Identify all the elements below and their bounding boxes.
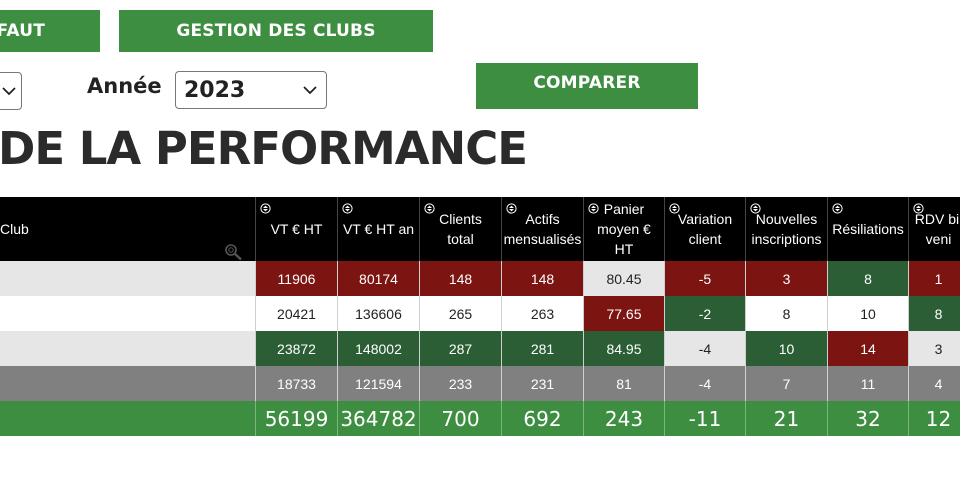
- table-cell: 121594: [338, 366, 420, 401]
- column-header[interactable]: VT € HT: [256, 197, 338, 261]
- page-title: DE LA PERFORMANCE: [0, 122, 528, 175]
- column-header[interactable]: Nouvelles inscriptions: [746, 197, 828, 261]
- table-cell: 136606: [338, 296, 420, 331]
- sort-arrows-icon[interactable]: [750, 201, 761, 214]
- sort-arrows-icon[interactable]: [260, 201, 271, 214]
- table-cell: -4: [665, 366, 746, 401]
- table-cell: 77.65: [584, 296, 665, 331]
- column-header-label: RDV bil veni: [914, 211, 960, 247]
- sort-arrows-icon[interactable]: [588, 201, 599, 214]
- table-cell: 80.45: [584, 261, 665, 296]
- sort-arrows-icon[interactable]: [832, 201, 843, 214]
- total-cell: 21: [746, 401, 828, 436]
- table-cell: -4: [665, 331, 746, 366]
- table-cell: 148: [502, 261, 584, 296]
- table-cell: 3: [746, 261, 828, 296]
- magnifier-icon[interactable]: [224, 243, 244, 261]
- table-cell: 8: [909, 296, 960, 331]
- sort-arrows-icon[interactable]: [424, 201, 435, 214]
- column-header-label: Club: [0, 221, 29, 237]
- year-select-value: 2023: [184, 77, 246, 103]
- table-row[interactable]: 18733 121594 233 231 81 -4 7 11 4: [0, 366, 960, 401]
- table-cell: [0, 296, 256, 331]
- table-cell: 7: [746, 366, 828, 401]
- table-row[interactable]: 11906 80174 148 148 80.45 -5 3 8 1: [0, 261, 960, 296]
- sort-arrows-icon[interactable]: [913, 201, 924, 214]
- table-cell: 8: [828, 261, 909, 296]
- total-cell: [0, 401, 256, 436]
- table-cell: 287: [420, 331, 502, 366]
- table-cell: 11: [828, 366, 909, 401]
- table-cell: 265: [420, 296, 502, 331]
- chevron-down-icon: [303, 86, 317, 95]
- table-cell: 10: [828, 296, 909, 331]
- column-header-label: Nouvelles inscriptions: [751, 211, 822, 247]
- table-cell: 80174: [338, 261, 420, 296]
- default-button[interactable]: FAUT: [0, 10, 100, 52]
- table-cell: 81: [584, 366, 665, 401]
- table-cell: 18733: [256, 366, 338, 401]
- total-cell: 56199: [256, 401, 338, 436]
- table-row[interactable]: 20421 136606 265 263 77.65 -2 8 10 8: [0, 296, 960, 331]
- total-cell: -11: [665, 401, 746, 436]
- club-management-button[interactable]: GESTION DES CLUBS: [119, 10, 433, 52]
- table-cell: 11906: [256, 261, 338, 296]
- table-row[interactable]: 23872 148002 287 281 84.95 -4 10 14 3: [0, 331, 960, 366]
- table-cell: 1: [909, 261, 960, 296]
- sort-arrows-icon[interactable]: [669, 201, 680, 214]
- column-header[interactable]: VT € HT an: [338, 197, 420, 261]
- club-select[interactable]: [0, 72, 22, 110]
- table-cell: 84.95: [584, 331, 665, 366]
- column-header[interactable]: Actifs mensualisés: [502, 197, 584, 261]
- table-cell: [0, 366, 256, 401]
- year-select[interactable]: 2023: [175, 71, 327, 109]
- table-cell: 281: [502, 331, 584, 366]
- column-header-label: Actifs mensualisés: [503, 211, 582, 247]
- table-cell: 8: [746, 296, 828, 331]
- total-cell: 12: [909, 401, 960, 436]
- column-header-label: Clients total: [439, 211, 482, 247]
- table-cell: 4: [909, 366, 960, 401]
- column-header[interactable]: Club: [0, 197, 256, 261]
- table-cell: 23872: [256, 331, 338, 366]
- compare-button[interactable]: COMPARER: [476, 63, 698, 109]
- table-cell: 263: [502, 296, 584, 331]
- total-cell: 32: [828, 401, 909, 436]
- table-cell: -5: [665, 261, 746, 296]
- total-cell: 692: [502, 401, 584, 436]
- table-cell: [0, 331, 256, 366]
- total-cell: 364782: [338, 401, 420, 436]
- column-header-label: VT € HT an: [342, 221, 415, 237]
- column-header[interactable]: RDV bil veni: [909, 197, 960, 261]
- sort-arrows-icon[interactable]: [506, 201, 517, 214]
- table-cell: 231: [502, 366, 584, 401]
- column-header-label: Résiliations: [832, 221, 904, 237]
- table-cell: [0, 261, 256, 296]
- table-cell: 20421: [256, 296, 338, 331]
- table-cell: 14: [828, 331, 909, 366]
- table-cell: -2: [665, 296, 746, 331]
- year-label: Année: [87, 74, 162, 98]
- table-cell: 148002: [338, 331, 420, 366]
- chevron-down-icon: [2, 87, 16, 96]
- table-cell: 10: [746, 331, 828, 366]
- total-cell: 243: [584, 401, 665, 436]
- table-cell: 3: [909, 331, 960, 366]
- column-header[interactable]: Résiliations: [828, 197, 909, 261]
- column-header[interactable]: Panier moyen € HT: [584, 197, 665, 261]
- table-cell: 233: [420, 366, 502, 401]
- totals-row: 56199 364782 700 692 243 -11 21 32 12: [0, 401, 960, 436]
- column-header-label: Panier moyen € HT: [597, 201, 651, 257]
- column-header-label: VT € HT: [270, 221, 323, 237]
- table-cell: 148: [420, 261, 502, 296]
- column-header[interactable]: Variation client: [665, 197, 746, 261]
- column-header-label: Variation client: [677, 211, 733, 247]
- total-cell: 700: [420, 401, 502, 436]
- column-header[interactable]: Clients total: [420, 197, 502, 261]
- sort-arrows-icon[interactable]: [342, 201, 353, 214]
